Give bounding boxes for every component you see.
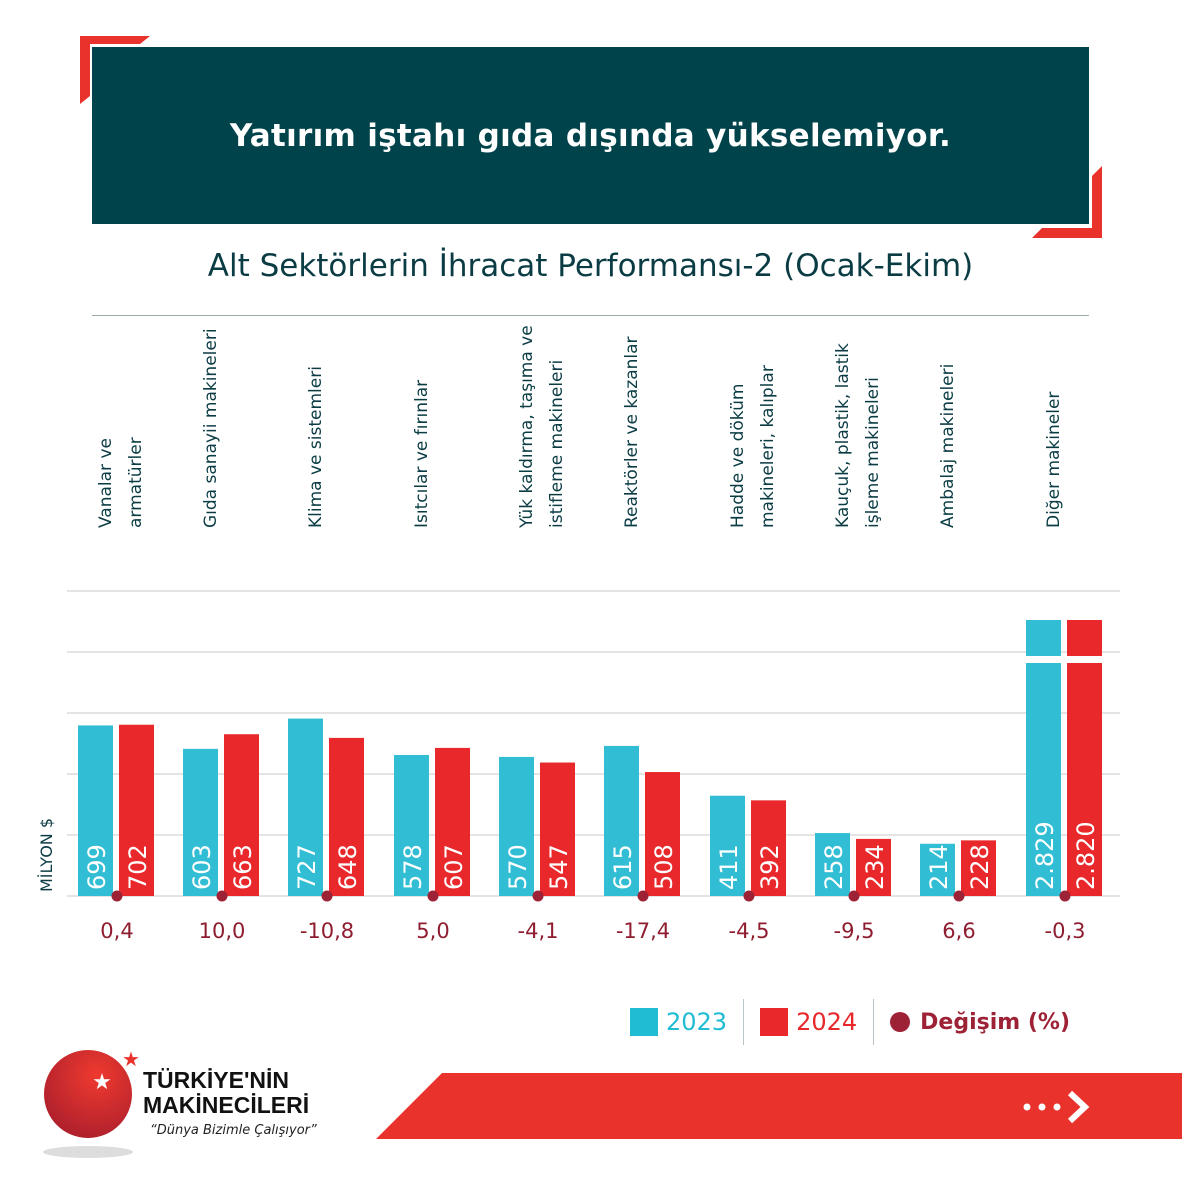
- change-dot: [1059, 890, 1071, 902]
- change-value-label: 0,4: [100, 919, 133, 943]
- bar-2023: [499, 756, 534, 896]
- bar-2024: [645, 772, 680, 896]
- y-axis-label: MİLYON $: [37, 818, 56, 892]
- change-dot: [848, 890, 860, 902]
- bar-value-label: 578: [399, 844, 427, 890]
- bar-value-label: 392: [756, 844, 784, 890]
- change-dot: [953, 890, 965, 902]
- brand-line-2: MAKİNECİLERİ: [143, 1092, 310, 1118]
- bar-value-label: 663: [229, 844, 257, 890]
- bar-value-label: 258: [820, 844, 848, 890]
- bar-value-label: 2.829: [1031, 821, 1059, 890]
- bar-value-label: 727: [293, 844, 321, 890]
- bar-2023: [920, 843, 955, 896]
- bar-2024: [1067, 620, 1102, 896]
- bar-value-label: 508: [650, 844, 678, 890]
- bar-value-label: 570: [504, 844, 532, 890]
- bar-value-label: 615: [609, 844, 637, 890]
- change-value-label: -4,1: [518, 919, 559, 943]
- bar-chart: MİLYON $ 699 702 0,4 603 663 10,0 727 648 -10,8 57…: [37, 590, 1120, 943]
- bar-2024: [224, 734, 259, 896]
- change-value-label: 6,6: [942, 919, 975, 943]
- change-value-label: -17,4: [616, 919, 670, 943]
- bar-value-label: 2.820: [1072, 821, 1100, 890]
- axis-break: [1024, 656, 1063, 663]
- header-title: Yatırım iştahı gıda dışında yükselemiyor…: [229, 117, 952, 154]
- brand-name: TÜRKİYE'NİN MAKİNECİLERİ: [143, 1068, 309, 1118]
- change-dot: [427, 890, 439, 902]
- legend-swatch-2024: [760, 1008, 789, 1036]
- axis-break: [1065, 656, 1104, 663]
- change-value-label: -0,3: [1045, 919, 1086, 943]
- bar-2024: [751, 800, 786, 896]
- change-value-label: -4,5: [729, 919, 770, 943]
- bar-2023: [710, 795, 745, 896]
- bar-value-label: 702: [124, 844, 152, 890]
- svg-text:★: ★: [122, 1047, 140, 1071]
- brand-slogan: “Dünya Bizimle Çalışıyor”: [150, 1123, 317, 1138]
- bar-2023: [183, 748, 218, 896]
- bar-value-label: 648: [334, 844, 362, 890]
- bar-2024: [435, 747, 470, 896]
- bar-2024: [961, 840, 996, 896]
- change-dot: [216, 890, 228, 902]
- bar-value-label: 607: [440, 844, 468, 890]
- legend-label-2023: 2023: [666, 1008, 728, 1036]
- bar-value-label: 214: [925, 844, 953, 890]
- change-value-label: 10,0: [199, 919, 246, 943]
- bar-value-label: 234: [861, 844, 889, 890]
- bar-value-label: 699: [83, 844, 111, 890]
- bar-2023: [394, 754, 429, 896]
- legend-label-change: Değişim (%): [920, 1009, 1070, 1035]
- bar-2023: [815, 833, 850, 896]
- bar-2023: [288, 718, 323, 896]
- legend: 2023 2024 Değişim (%): [630, 999, 1070, 1045]
- bar-2024: [856, 838, 891, 896]
- change-value-label: -9,5: [834, 919, 875, 943]
- change-dot: [111, 890, 123, 902]
- legend-divider: [873, 999, 875, 1045]
- bar-2024: [119, 724, 154, 896]
- bar-value-label: 547: [545, 844, 573, 890]
- chart-title: Alt Sektörlerin İhracat Performansı-2 (O…: [207, 248, 974, 284]
- bar-2023: [1026, 620, 1061, 896]
- legend-dot-change: [890, 1012, 911, 1032]
- footer-banner: [376, 1073, 1182, 1139]
- bar-value-label: 411: [715, 844, 743, 890]
- brand-line-1: TÜRKİYE'NİN: [143, 1067, 290, 1093]
- change-dot: [532, 890, 544, 902]
- change-value-label: 5,0: [416, 919, 449, 943]
- brand-logo-icon: ★ ★: [43, 1047, 140, 1158]
- bar-2024: [329, 737, 364, 896]
- legend-swatch-2023: [630, 1008, 658, 1036]
- change-dot: [743, 890, 755, 902]
- change-dot: [321, 890, 333, 902]
- svg-text:★: ★: [92, 1070, 112, 1095]
- bar-2023: [78, 725, 113, 896]
- legend-label-2024: 2024: [796, 1008, 858, 1036]
- corner-accent-bottom-right: [1032, 166, 1102, 238]
- legend-divider: [743, 999, 745, 1045]
- bar-value-label: 228: [966, 844, 994, 890]
- change-value-label: -10,8: [300, 919, 354, 943]
- bar-2023: [604, 745, 639, 896]
- title-divider: [92, 315, 1089, 316]
- header-banner: Yatırım iştahı gıda dışında yükselemiyor…: [92, 47, 1089, 224]
- bar-2024: [540, 762, 575, 896]
- corner-accent-top-left: [80, 36, 150, 104]
- next-arrow-icon[interactable]: [1020, 1090, 1095, 1124]
- bar-value-label: 603: [188, 844, 216, 890]
- change-dot: [637, 890, 649, 902]
